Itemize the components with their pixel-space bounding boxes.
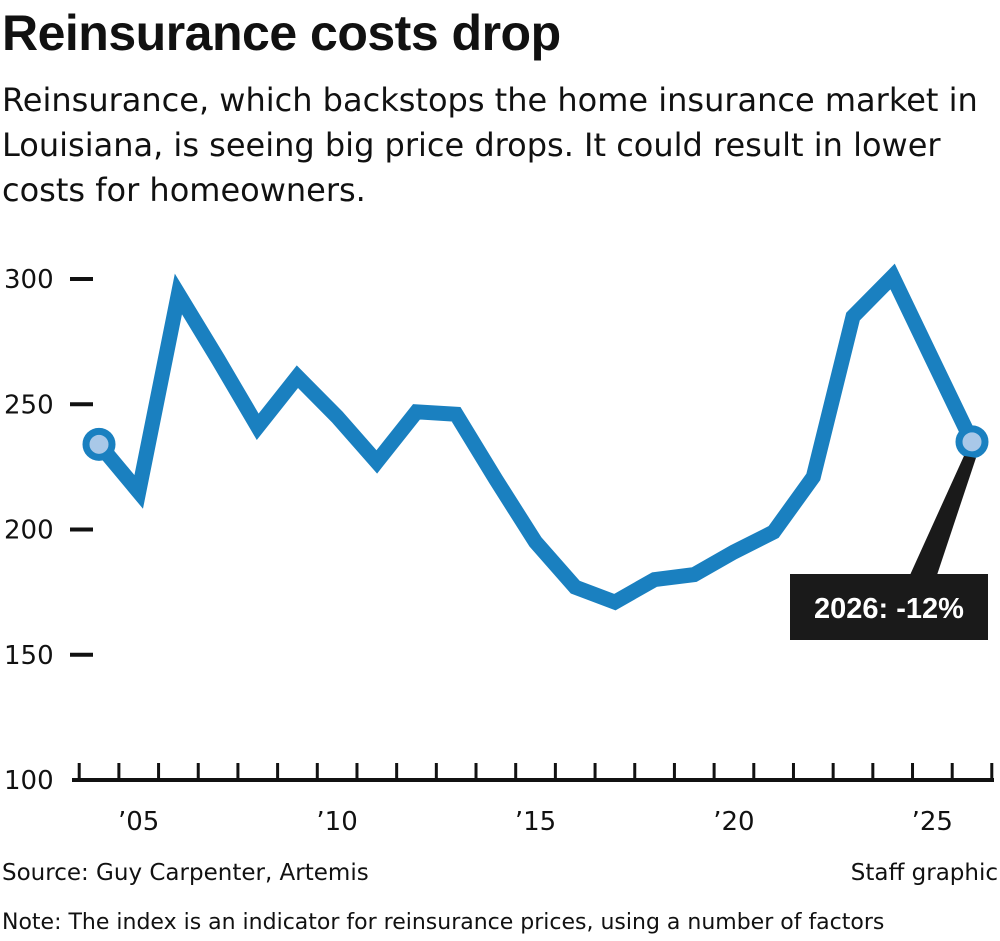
source-note: Source: Guy Carpenter, Artemis <box>2 860 369 886</box>
y-tick-label: 300 <box>4 265 54 295</box>
y-tick-label: 100 <box>4 766 54 796</box>
y-tick-label: 150 <box>4 641 54 671</box>
annotation-layer: 2026: -12% <box>790 455 988 640</box>
end-marker <box>955 425 989 459</box>
y-tick-label: 250 <box>4 390 54 420</box>
chart-title: Reinsurance costs drop <box>2 5 561 61</box>
series-layer <box>82 263 989 611</box>
x-axis: ’05 ’10 ’15 ’20 ’25 <box>72 763 994 837</box>
callout-pointer <box>910 455 976 575</box>
chart-subtitle: Reinsurance, which backstops the home in… <box>2 81 978 209</box>
x-tick-label: ’20 <box>713 807 754 837</box>
x-tick-label: ’10 <box>316 807 357 837</box>
y-tick-label: 200 <box>4 516 54 546</box>
footnote: Note: The index is an indicator for rein… <box>2 910 885 935</box>
x-tick-label: ’05 <box>118 807 159 837</box>
series-line <box>91 263 980 611</box>
start-marker <box>82 427 116 461</box>
x-tick-label: ’15 <box>515 807 556 837</box>
credit-note: Staff graphic <box>850 860 998 886</box>
callout-box <box>790 574 988 640</box>
x-tick-label: ’25 <box>912 807 953 837</box>
callout-label: 2026: -12% <box>814 593 964 625</box>
y-axis: 100 150 200 250 300 <box>4 265 93 796</box>
